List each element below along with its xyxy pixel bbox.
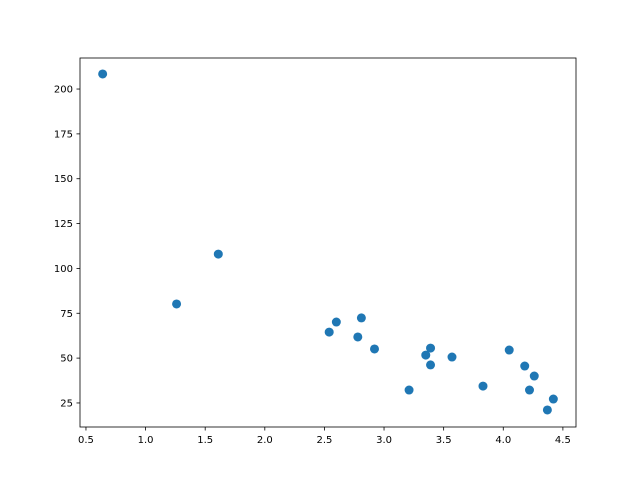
y-tick-label: 75	[60, 309, 73, 320]
x-tick-label: 2.0	[257, 435, 273, 446]
data-point	[542, 405, 552, 415]
data-point	[353, 332, 363, 342]
x-tick-label: 4.0	[495, 435, 511, 446]
y-tick-label: 150	[54, 174, 73, 185]
data-point	[529, 371, 539, 381]
data-point	[331, 317, 341, 327]
points-layer	[98, 69, 558, 415]
data-point	[426, 343, 436, 353]
y-tick-label: 175	[54, 129, 73, 140]
x-tick-label: 0.5	[78, 435, 94, 446]
x-tick-label: 3.5	[436, 435, 452, 446]
data-point	[404, 385, 414, 395]
data-point	[98, 69, 108, 79]
x-tick-label: 3.0	[376, 435, 392, 446]
y-tick-label: 200	[54, 85, 73, 96]
y-tick-label: 100	[54, 264, 73, 275]
x-tick-label: 4.5	[555, 435, 571, 446]
data-point	[525, 385, 534, 395]
axes-frame	[79, 57, 577, 428]
x-tick-label: 1.5	[197, 435, 213, 446]
data-point	[548, 394, 558, 404]
x-tick-label: 1.0	[138, 435, 154, 446]
data-point	[478, 381, 488, 391]
data-point	[172, 299, 182, 309]
y-axis: 25 50 75 100 125 150 175 200	[54, 85, 80, 409]
data-point	[426, 360, 436, 370]
data-point	[213, 249, 223, 259]
x-axis: 0.5 1.0 1.5 2.0 2.5 3.0 3.5 4.0 4.5	[78, 427, 571, 446]
y-tick-label: 125	[54, 219, 73, 230]
data-point	[356, 313, 366, 323]
data-point	[421, 350, 431, 360]
data-point	[504, 345, 514, 355]
data-point	[520, 361, 530, 371]
plot-area	[80, 58, 576, 427]
data-point	[370, 344, 379, 354]
y-tick-label: 25	[60, 398, 73, 409]
data-point	[324, 327, 334, 337]
x-tick-label: 2.5	[316, 435, 332, 446]
data-point	[447, 352, 457, 362]
y-tick-label: 50	[60, 354, 73, 365]
